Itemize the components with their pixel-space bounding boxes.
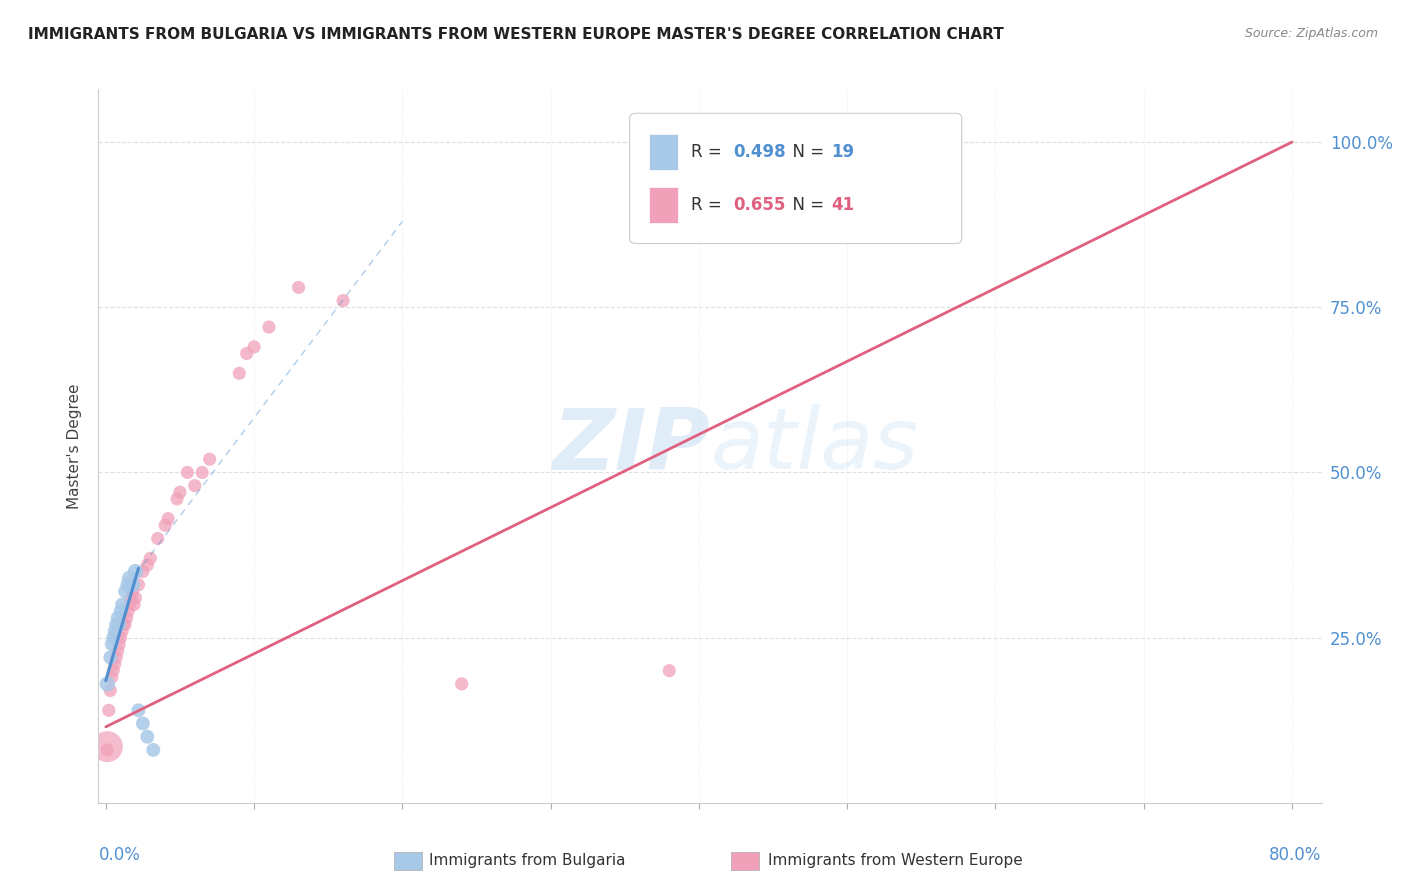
- Point: [228, 367, 250, 381]
- Text: IMMIGRANTS FROM BULGARIA VS IMMIGRANTS FROM WESTERN EUROPE MASTER'S DEGREE CORRE: IMMIGRANTS FROM BULGARIA VS IMMIGRANTS F…: [28, 27, 1004, 42]
- Point: [104, 657, 127, 671]
- Point: [157, 511, 180, 525]
- Point: [184, 478, 207, 492]
- Point: [103, 631, 125, 645]
- Text: 41: 41: [831, 196, 855, 214]
- Text: 19: 19: [831, 143, 855, 161]
- Point: [132, 565, 155, 579]
- Point: [107, 611, 129, 625]
- Text: Source: ZipAtlas.com: Source: ZipAtlas.com: [1244, 27, 1378, 40]
- Point: [105, 650, 128, 665]
- Point: [169, 485, 191, 500]
- Point: [107, 644, 129, 658]
- Point: [122, 598, 145, 612]
- Point: [96, 739, 118, 754]
- Point: [136, 730, 159, 744]
- Point: [235, 346, 257, 360]
- Text: N =: N =: [782, 143, 830, 161]
- Point: [110, 631, 132, 645]
- Text: Immigrants from Western Europe: Immigrants from Western Europe: [768, 854, 1022, 868]
- Point: [117, 578, 139, 592]
- Text: 80.0%: 80.0%: [1270, 846, 1322, 863]
- Point: [120, 591, 142, 605]
- Point: [118, 571, 141, 585]
- Point: [105, 617, 128, 632]
- Point: [176, 466, 198, 480]
- Point: [166, 491, 188, 506]
- Point: [97, 703, 120, 717]
- Point: [450, 677, 472, 691]
- Text: R =: R =: [690, 143, 727, 161]
- Point: [115, 611, 138, 625]
- Point: [243, 340, 266, 354]
- Text: 0.0%: 0.0%: [98, 846, 141, 863]
- Point: [136, 558, 159, 572]
- Point: [112, 617, 135, 632]
- Point: [658, 664, 681, 678]
- Text: Immigrants from Bulgaria: Immigrants from Bulgaria: [429, 854, 626, 868]
- Point: [121, 584, 143, 599]
- Point: [98, 650, 121, 665]
- Point: [146, 532, 169, 546]
- Point: [96, 677, 118, 691]
- Point: [111, 598, 134, 612]
- Text: N =: N =: [782, 196, 830, 214]
- Point: [104, 624, 127, 638]
- Point: [191, 466, 214, 480]
- Point: [108, 617, 131, 632]
- Point: [139, 551, 162, 566]
- Point: [118, 598, 141, 612]
- Point: [117, 604, 139, 618]
- Point: [127, 703, 149, 717]
- Y-axis label: Master's Degree: Master's Degree: [67, 384, 83, 508]
- Point: [98, 683, 121, 698]
- Point: [153, 518, 176, 533]
- Point: [287, 280, 309, 294]
- Point: [132, 716, 155, 731]
- Text: 0.655: 0.655: [733, 196, 786, 214]
- Point: [198, 452, 221, 467]
- Point: [111, 624, 134, 638]
- Point: [121, 578, 143, 592]
- Text: atlas: atlas: [710, 404, 918, 488]
- Point: [124, 565, 146, 579]
- Point: [96, 743, 118, 757]
- Point: [100, 670, 122, 684]
- Point: [332, 293, 354, 308]
- Point: [124, 591, 146, 605]
- Point: [114, 584, 136, 599]
- Point: [108, 637, 131, 651]
- Text: ZIP: ZIP: [553, 404, 710, 488]
- Point: [114, 617, 136, 632]
- Point: [127, 578, 149, 592]
- Point: [103, 664, 125, 678]
- Point: [142, 743, 165, 757]
- Point: [257, 320, 280, 334]
- Text: 0.498: 0.498: [733, 143, 786, 161]
- Text: R =: R =: [690, 196, 727, 214]
- Point: [100, 637, 122, 651]
- Point: [110, 604, 132, 618]
